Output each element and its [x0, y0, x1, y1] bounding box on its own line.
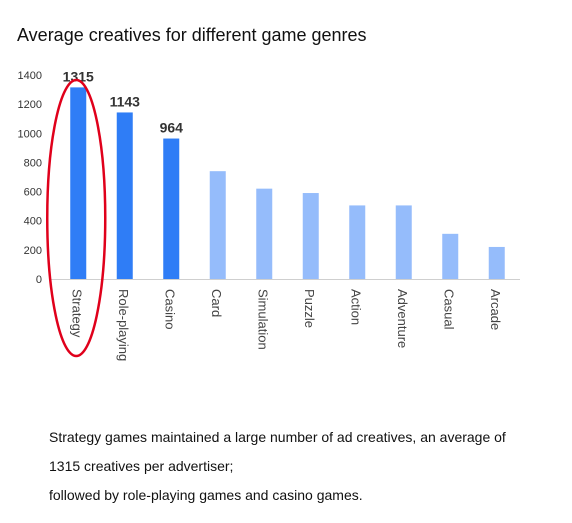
x-tick-label: Casino — [162, 289, 177, 329]
caption-line-1: Strategy games maintained a large number… — [49, 429, 506, 445]
bar-casual — [442, 233, 459, 279]
data-labels: 1315 1143 964 — [63, 68, 183, 135]
x-tick-label: Role-playing — [116, 289, 131, 361]
data-label: 1315 — [63, 68, 94, 84]
data-label: 1143 — [110, 93, 141, 109]
bar-chart: 0 200 400 600 800 1000 1200 1400 1315 1143 964 St… — [18, 68, 520, 361]
bar-arcade — [488, 246, 505, 279]
caption: Strategy games maintained a large number… — [49, 423, 564, 510]
bar-card — [209, 171, 226, 279]
x-tick-label: Strategy — [69, 289, 84, 338]
y-axis: 0 200 400 600 800 1000 1200 1400 — [18, 70, 42, 286]
bar-casino — [163, 138, 180, 279]
bar-adventure — [395, 205, 412, 279]
x-tick-label: Card — [209, 289, 224, 317]
bar-strategy — [70, 87, 87, 279]
y-tick-label: 400 — [24, 216, 42, 228]
x-tick-label: Adventure — [395, 289, 410, 348]
caption-line-3: followed by role-playing games and casin… — [49, 487, 363, 503]
y-tick-label: 1200 — [18, 99, 42, 111]
x-tick-label: Arcade — [488, 289, 503, 330]
x-tick-label: Simulation — [255, 289, 270, 350]
bar-action — [349, 205, 366, 279]
bar-simulation — [256, 188, 273, 279]
bar-role-playing — [116, 112, 133, 279]
y-tick-label: 1400 — [18, 70, 42, 82]
y-tick-label: 800 — [24, 157, 42, 169]
data-label: 964 — [160, 120, 184, 136]
bars — [70, 87, 505, 279]
caption-line-2: 1315 creatives per advertiser; — [49, 458, 234, 474]
x-axis: Strategy Role-playing Casino Card Simulation… — [69, 289, 503, 361]
y-tick-label: 200 — [24, 245, 42, 257]
y-tick-label: 1000 — [18, 128, 42, 140]
y-tick-label: 600 — [24, 187, 42, 199]
x-tick-label: Casual — [441, 289, 456, 330]
x-tick-label: Puzzle — [302, 289, 317, 328]
bar-puzzle — [302, 193, 319, 279]
x-tick-label: Action — [348, 289, 363, 325]
y-tick-label: 0 — [36, 274, 42, 286]
highlight-ellipse — [46, 78, 107, 358]
chart-title: Average creatives for different game gen… — [17, 25, 367, 45]
